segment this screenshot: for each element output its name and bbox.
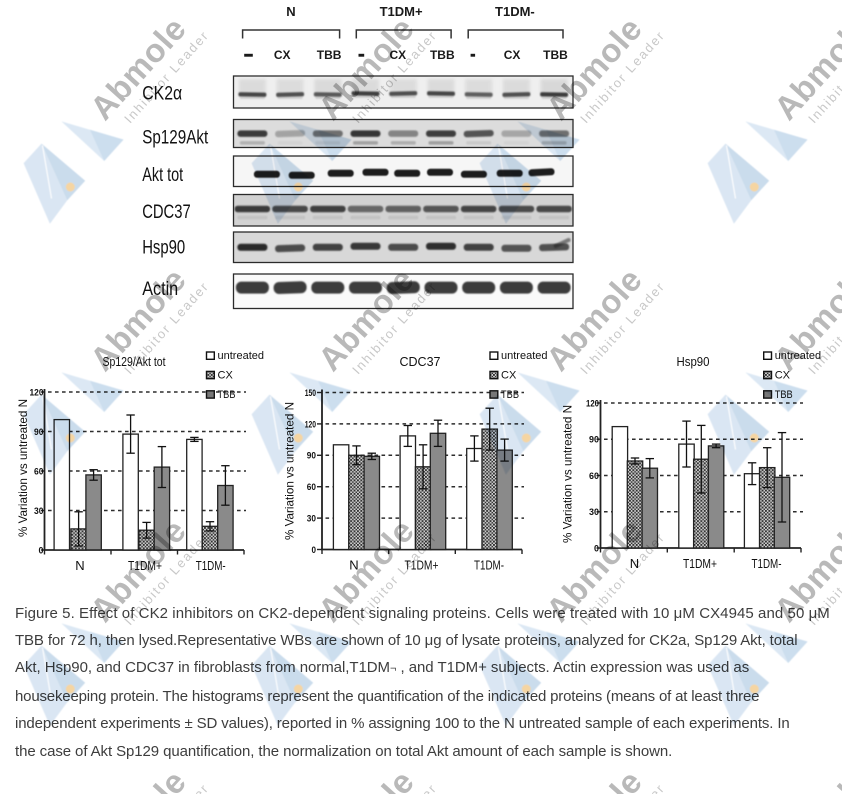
svg-text:30: 30 (34, 506, 44, 517)
svg-text:CK2α: CK2α (142, 84, 182, 105)
svg-text:90: 90 (589, 435, 599, 446)
svg-text:% Variation vs untreated N: % Variation vs untreated N (16, 399, 30, 537)
svg-text:untreated: untreated (775, 350, 821, 362)
svg-text:Sp129/Akt tot: Sp129/Akt tot (103, 355, 166, 369)
svg-text:T1DM+: T1DM+ (128, 558, 162, 573)
svg-text:0: 0 (312, 545, 317, 556)
svg-text:T1DM-: T1DM- (752, 556, 782, 571)
svg-text:Sp129Akt: Sp129Akt (142, 128, 209, 149)
svg-text:Hsp90: Hsp90 (677, 355, 710, 369)
svg-text:TBB: TBB (775, 389, 793, 401)
svg-text:CX: CX (504, 48, 521, 62)
svg-text:CX: CX (501, 370, 517, 382)
svg-text:30: 30 (589, 507, 599, 518)
svg-text:TBB: TBB (430, 48, 455, 62)
svg-text:150: 150 (305, 388, 316, 399)
svg-text:% Variation vs untreated N: % Variation vs untreated N (561, 405, 575, 543)
svg-text:T1DM+: T1DM+ (405, 558, 439, 573)
svg-text:Hsp90: Hsp90 (142, 238, 185, 259)
svg-text:untreated: untreated (501, 350, 547, 362)
svg-text:CX: CX (218, 370, 234, 382)
svg-text:CX: CX (775, 370, 791, 382)
svg-text:T1DM+: T1DM+ (380, 4, 423, 19)
svg-text:90: 90 (34, 427, 44, 438)
svg-text:CX: CX (389, 48, 406, 62)
svg-text:TBB: TBB (317, 48, 342, 62)
svg-text:120: 120 (586, 398, 599, 409)
svg-text:60: 60 (307, 482, 316, 493)
svg-text:TBB: TBB (543, 48, 568, 62)
svg-text:N: N (75, 558, 84, 573)
svg-text:TBB: TBB (218, 389, 236, 401)
svg-text:CX: CX (274, 48, 291, 62)
svg-text:0: 0 (594, 543, 599, 554)
svg-text:N: N (630, 556, 639, 571)
svg-text:untreated: untreated (218, 350, 264, 362)
svg-text:60: 60 (589, 471, 599, 482)
svg-text:T1DM-: T1DM- (495, 4, 535, 19)
svg-text:CDC37: CDC37 (142, 202, 191, 223)
svg-text:120: 120 (305, 419, 316, 430)
svg-text:120: 120 (30, 387, 44, 398)
svg-text:90: 90 (307, 451, 316, 462)
svg-text:T1DM-: T1DM- (196, 558, 226, 573)
svg-text:T1DM+: T1DM+ (683, 556, 717, 571)
svg-text:T1DM-: T1DM- (474, 558, 504, 573)
svg-text:Actin: Actin (142, 279, 178, 300)
svg-text:N: N (349, 558, 358, 573)
svg-text:30: 30 (307, 514, 316, 525)
svg-text:N: N (286, 4, 295, 19)
svg-text:CDC37: CDC37 (400, 355, 441, 369)
svg-text:0: 0 (39, 545, 44, 556)
svg-text:60: 60 (34, 466, 44, 477)
svg-text:Akt tot: Akt tot (142, 165, 184, 186)
svg-text:TBB: TBB (501, 389, 519, 401)
svg-text:% Variation vs untreated N: % Variation vs untreated N (283, 402, 297, 540)
